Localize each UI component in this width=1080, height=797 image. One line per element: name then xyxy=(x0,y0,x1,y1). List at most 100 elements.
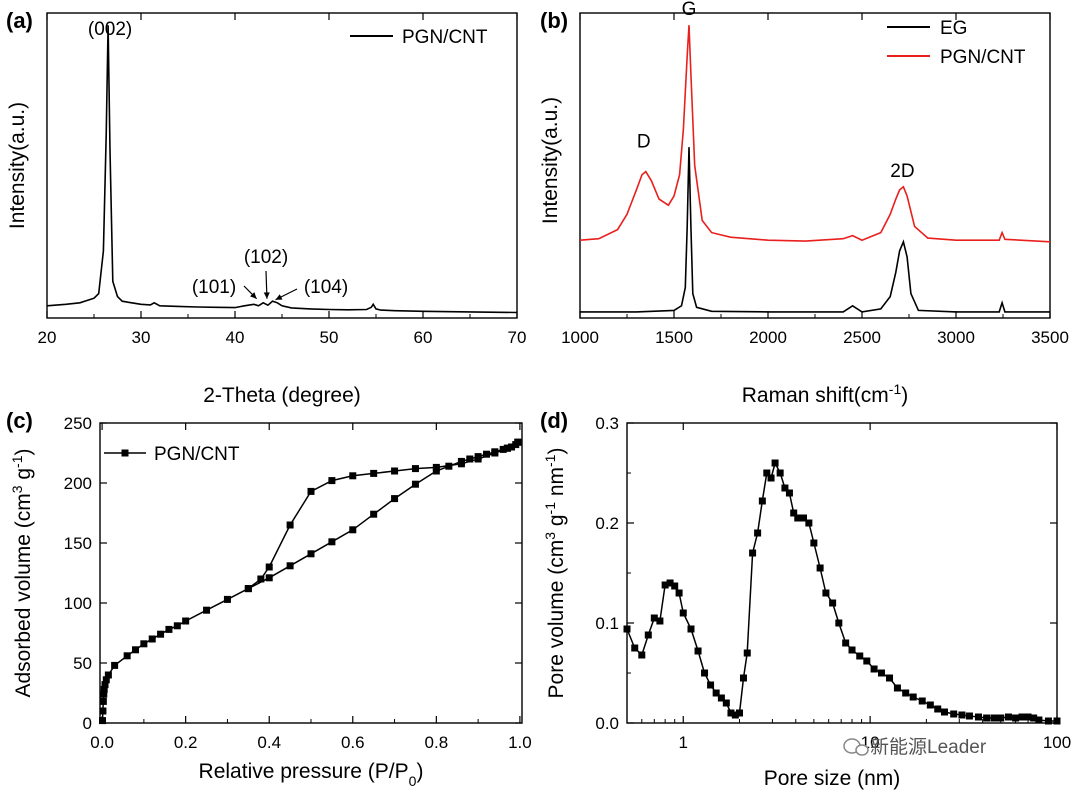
data-point-d xyxy=(781,484,789,492)
data-point-d xyxy=(965,712,973,720)
peak-label-2d: 2D xyxy=(890,161,914,182)
data-point-c xyxy=(514,438,522,446)
x-tick-label-c: 0.0 xyxy=(90,733,114,752)
data-point-d xyxy=(687,625,695,633)
data-point-d xyxy=(785,489,793,497)
data-point-c xyxy=(432,463,440,471)
data-point-d xyxy=(1044,717,1052,725)
series-line-d xyxy=(626,460,1057,722)
watermark: 新能源Leader xyxy=(843,736,987,758)
panel-b: 1000 1500 2000 2500 3000 3500 EG PGN/CNT D G 2D Ram… xyxy=(539,0,1069,407)
peak-label-002: (002) xyxy=(88,19,132,40)
data-point-c xyxy=(244,585,252,593)
data-point-c xyxy=(99,717,107,725)
data-point-d xyxy=(1018,713,1026,721)
peak-arrowhead-0 xyxy=(250,292,257,299)
data-point-d xyxy=(886,674,894,682)
data-point-d xyxy=(1035,716,1043,724)
data-point-d xyxy=(638,651,646,659)
data-point-c xyxy=(102,676,110,684)
data-point-d xyxy=(743,649,751,657)
data-point-c xyxy=(99,707,107,715)
data-point-c xyxy=(111,661,119,669)
series-line-eg xyxy=(580,147,1050,313)
legend-label-pgn-cnt-b: PGN/CNT xyxy=(940,47,1026,68)
data-point-d xyxy=(983,714,991,722)
data-point-d xyxy=(822,589,830,597)
data-point-d xyxy=(940,708,948,716)
x-tick-label-b: 3500 xyxy=(1031,328,1069,347)
data-point-d xyxy=(1024,713,1032,721)
plot-frame-c xyxy=(99,422,523,724)
data-point-d xyxy=(842,639,850,647)
y-axis-label-b: Intensity(a.u.) xyxy=(539,97,562,224)
series-line-c-1 xyxy=(247,441,519,590)
data-point-d xyxy=(623,625,631,633)
x-tick-label-b: 1500 xyxy=(655,328,693,347)
data-point-d xyxy=(893,684,901,692)
x-tick-label-c: 0.8 xyxy=(425,733,449,752)
data-point-c xyxy=(307,550,315,558)
data-point-d xyxy=(771,459,779,467)
plot-frame-a xyxy=(46,12,518,319)
x-tick-label-c: 0.6 xyxy=(341,733,365,752)
data-point-c xyxy=(123,652,131,660)
series-line-pgn-cnt xyxy=(579,25,1051,243)
data-point-d xyxy=(679,609,687,617)
data-point-c xyxy=(370,510,378,518)
data-point-d xyxy=(870,665,878,673)
data-point-c xyxy=(99,697,107,705)
y-tick-label-c: 150 xyxy=(64,534,92,553)
data-point-d xyxy=(656,617,664,625)
legend-label-pgn-cnt: PGN/CNT xyxy=(402,27,488,48)
data-point-d xyxy=(650,614,658,622)
x-axis-label-b: Raman shift(cm-1) xyxy=(742,381,908,407)
panel-c: 0.0 0.2 0.4 0.6 0.8 1.0 0 50 100 150 200 250 PGN/CNT… xyxy=(9,414,532,789)
data-point-d xyxy=(863,657,871,665)
x-axis-label-d: Pore size (nm) xyxy=(764,767,901,790)
series-line-c-0 xyxy=(101,441,519,721)
data-point-c xyxy=(370,469,378,477)
data-point-d xyxy=(666,579,674,587)
data-point-d xyxy=(810,539,818,547)
data-point-c xyxy=(132,646,140,654)
data-point-d xyxy=(950,710,958,718)
legend-label-eg: EG xyxy=(940,18,967,39)
data-point-c xyxy=(182,617,190,625)
data-point-d xyxy=(694,647,702,655)
data-point-c xyxy=(457,460,465,468)
data-point-d xyxy=(758,497,766,505)
data-point-d xyxy=(763,469,771,477)
data-point-c xyxy=(286,562,294,570)
series-line-pgn-cnt xyxy=(46,25,518,314)
peak-label-g: G xyxy=(682,0,697,20)
data-point-d xyxy=(990,714,998,722)
data-point-d xyxy=(717,694,725,702)
data-point-d xyxy=(661,581,669,589)
data-point-c xyxy=(411,465,419,473)
data-point-c xyxy=(482,450,490,458)
data-point-d xyxy=(974,713,982,721)
data-point-d xyxy=(934,705,942,713)
data-point-d xyxy=(1012,714,1020,722)
data-point-d xyxy=(1030,714,1038,722)
data-point-d xyxy=(829,599,837,607)
data-point-c xyxy=(432,467,440,475)
y-axis-label-c: Adsorbed volume (cm3 g-1) xyxy=(9,448,35,697)
peak-label-104: (104) xyxy=(304,277,348,298)
data-point-c xyxy=(223,595,231,603)
peak-arrowhead-1 xyxy=(263,292,270,299)
x-axis-label-a: 2-Theta (degree) xyxy=(203,384,361,407)
data-point-d xyxy=(739,674,747,682)
data-point-d xyxy=(1053,717,1061,725)
peak-arrowhead-2 xyxy=(275,294,283,300)
data-point-d xyxy=(631,644,639,652)
data-point-d xyxy=(805,519,813,527)
y-tick-label-d: 0.2 xyxy=(595,514,619,533)
data-point-d xyxy=(731,711,739,719)
x-tick-label-b: 1000 xyxy=(561,328,599,347)
data-point-c xyxy=(257,575,265,583)
panel-a: 20 30 40 50 60 70 PGN/CNT (002) (101) (102) (104) 2… xyxy=(6,12,526,407)
data-point-c xyxy=(101,681,109,689)
